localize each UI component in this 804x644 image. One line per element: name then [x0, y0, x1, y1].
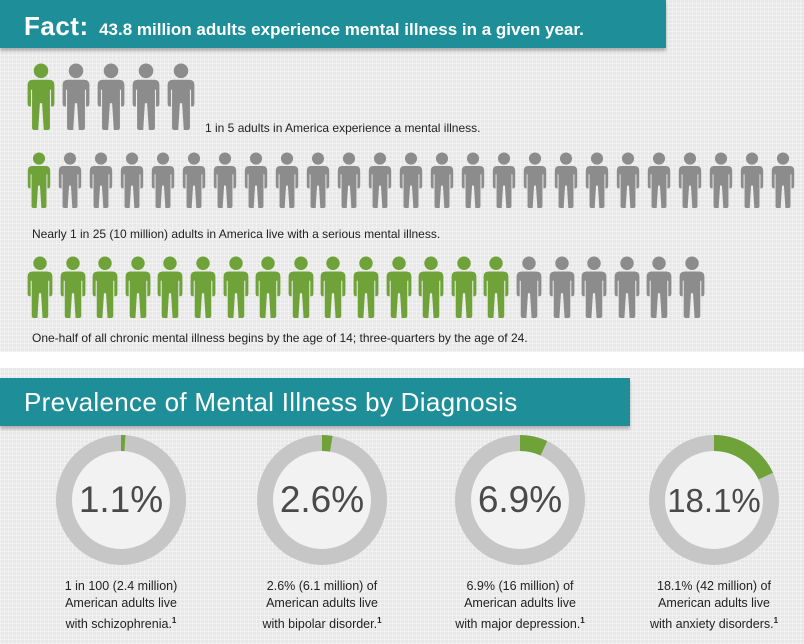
people-row-3-caption: One-half of all chronic mental illness b…: [32, 331, 528, 345]
donut-schizophrenia: 1.1%: [51, 430, 191, 570]
person-icon: [97, 63, 125, 130]
prevalence-title: Prevalence of Mental Illness by Diagnosi…: [24, 387, 518, 417]
person-icon: [58, 152, 82, 208]
caption-line: American adults live: [266, 596, 378, 610]
person-icon: [182, 152, 206, 208]
fact-section: Fact: 43.8 million adults experience men…: [0, 0, 804, 352]
prevalence-banner: Prevalence of Mental Illness by Diagnosi…: [0, 378, 630, 426]
caption-line: American adults live: [464, 596, 576, 610]
people-row-2-caption: Nearly 1 in 25 (10 million) adults in Am…: [32, 227, 441, 241]
person-icon: [709, 152, 733, 208]
person-icon: [92, 256, 118, 318]
person-icon: [213, 152, 237, 208]
donut-value-arc: [713, 435, 773, 480]
donut-caption-bipolar: 2.6% (6.1 million) of American adults li…: [232, 578, 412, 633]
person-icon: [678, 152, 702, 208]
person-icon: [554, 152, 578, 208]
person-icon: [120, 152, 144, 208]
person-icon: [516, 256, 542, 318]
person-icon: [244, 152, 268, 208]
person-icon: [679, 256, 705, 318]
person-icon: [740, 152, 764, 208]
person-icon: [60, 256, 85, 318]
person-icon: [353, 256, 379, 318]
person-icon: [616, 152, 640, 208]
donut-value-arc: [519, 435, 548, 456]
person-icon: [288, 256, 314, 318]
donut-depression: 6.9%: [450, 430, 590, 570]
footnote-marker: 1: [580, 616, 585, 625]
person-icon: [306, 152, 330, 208]
caption-line: with schizophrenia.: [65, 617, 172, 632]
donut-percent-label: 2.6%: [280, 479, 364, 520]
person-icon: [337, 152, 361, 208]
footnote-marker: 1: [171, 616, 177, 625]
person-icon: [399, 152, 423, 208]
donut-caption-anxiety: 18.1% (42 million) of American adults li…: [624, 578, 804, 633]
person-icon: [167, 63, 195, 130]
donut-percent-label: 1.1%: [79, 479, 163, 520]
person-icon: [157, 256, 183, 318]
person-icon: [549, 256, 574, 318]
person-icon: [771, 152, 795, 208]
person-icon: [27, 63, 55, 130]
person-icon: [125, 256, 151, 318]
donut-anxiety: 18.1%: [644, 430, 784, 570]
people-row-1-caption: 1 in 5 adults in America experience a me…: [205, 121, 481, 135]
people-row-3: [26, 256, 711, 318]
person-icon: [368, 152, 392, 208]
caption-line: with bipolar disorder.: [262, 617, 378, 632]
person-icon: [386, 256, 411, 318]
people-row-1: [26, 63, 201, 130]
caption-line: American adults live: [65, 596, 177, 610]
person-icon: [151, 152, 175, 208]
caption-line: 1 in 100 (2.4 million): [64, 579, 178, 593]
caption-line: 2.6% (6.1 million) of: [266, 579, 378, 593]
person-icon: [190, 256, 216, 318]
donut-bipolar: 2.6%: [252, 430, 392, 570]
person-icon: [27, 152, 51, 208]
person-icon: [585, 152, 609, 208]
person-icon: [646, 256, 672, 318]
caption-line: American adults live: [658, 596, 770, 610]
person-icon: [614, 256, 640, 318]
caption-line: with anxiety disorders.: [649, 617, 774, 632]
donut-caption-depression: 6.9% (16 million) of American adults liv…: [430, 578, 610, 633]
person-icon: [89, 152, 113, 208]
people-row-2: [26, 152, 801, 208]
fact-text: 43.8 million adults experience mental il…: [99, 20, 584, 39]
person-icon: [523, 152, 547, 208]
donut-percent-label: 6.9%: [478, 479, 562, 520]
footnote-marker: 1: [773, 616, 779, 625]
person-icon: [418, 256, 444, 318]
person-icon: [223, 256, 248, 318]
person-icon: [275, 152, 299, 208]
fact-label: Fact:: [24, 11, 89, 41]
person-icon: [461, 152, 485, 208]
fact-banner: Fact: 43.8 million adults experience men…: [0, 0, 666, 48]
person-icon: [62, 63, 90, 130]
caption-line: with major depression.: [455, 617, 581, 632]
footnote-marker: 1: [377, 616, 382, 625]
person-icon: [451, 256, 477, 318]
person-icon: [581, 256, 607, 318]
donut-percent-label: 18.1%: [667, 482, 761, 519]
prevalence-section: Prevalence of Mental Illness by Diagnosi…: [0, 368, 804, 644]
person-icon: [647, 152, 671, 208]
person-icon: [132, 63, 160, 130]
person-icon: [430, 152, 454, 208]
person-icon: [27, 256, 53, 318]
caption-line: 6.9% (16 million) of: [466, 579, 574, 593]
caption-line: 18.1% (42 million) of: [657, 579, 771, 593]
person-icon: [483, 256, 509, 318]
person-icon: [492, 152, 516, 208]
donut-caption-schizophrenia: 1 in 100 (2.4 million) American adults l…: [31, 578, 211, 633]
person-icon: [320, 256, 346, 318]
donut-value-arc: [321, 435, 333, 452]
person-icon: [255, 256, 281, 318]
